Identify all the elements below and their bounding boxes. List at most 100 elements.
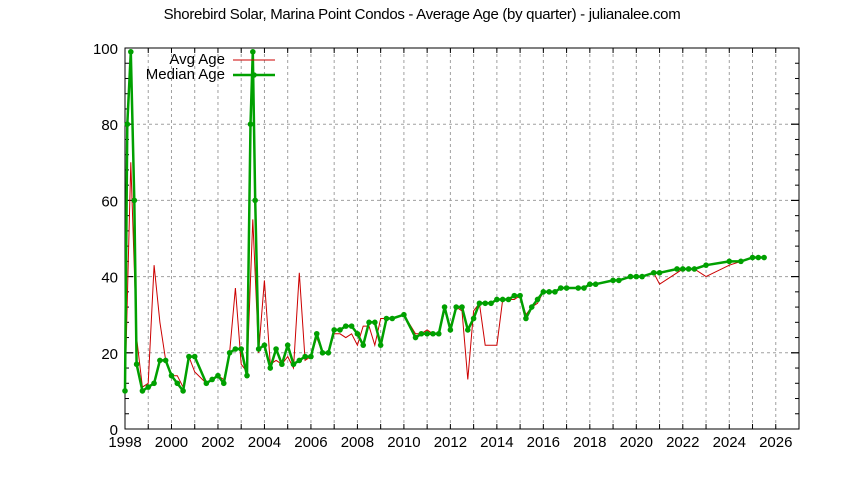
median-age-point	[674, 266, 680, 272]
median-age-point	[128, 49, 134, 55]
median-age-point	[755, 254, 762, 261]
median-age-point	[124, 121, 131, 127]
median-age-point	[534, 296, 541, 303]
x-tick-label: 2002	[201, 434, 234, 451]
x-tick-label: 2004	[248, 434, 281, 451]
x-tick-label: 2024	[713, 434, 746, 451]
median-age-point	[209, 376, 215, 383]
median-age-point	[139, 388, 146, 394]
median-age-point	[639, 273, 645, 280]
median-age-point	[313, 330, 320, 337]
median-age-point	[252, 197, 258, 204]
x-axis-ticks: 1998 2000 2002 2004 2006 2008 2010 2012 2014 2016…	[108, 48, 800, 451]
median-age-point	[151, 380, 157, 387]
median-age-point	[482, 300, 489, 307]
median-age-point	[546, 289, 552, 295]
median-age-point	[412, 334, 419, 341]
median-age-point	[186, 353, 192, 360]
median-age-point	[523, 315, 529, 322]
median-age-point	[441, 304, 448, 310]
median-age-point	[685, 266, 692, 272]
median-age-point	[563, 285, 570, 291]
median-age-point	[354, 330, 361, 337]
median-age-point	[255, 346, 262, 352]
median-age-point	[244, 372, 250, 379]
median-age-point	[319, 350, 326, 356]
legend-median-label: Median Age	[146, 66, 225, 83]
median-age-point	[250, 49, 256, 55]
median-age-point	[401, 311, 407, 318]
median-age-point	[238, 346, 245, 352]
median-age-point	[383, 315, 390, 322]
median-age-point	[435, 330, 442, 337]
median-age-point	[215, 372, 221, 379]
x-tick-label: 2000	[155, 434, 188, 451]
legend-median-marker	[251, 72, 257, 78]
legend-avg-label: Avg Age	[169, 51, 225, 68]
x-tick-label: 2022	[666, 434, 699, 451]
x-tick-label: 2008	[341, 434, 374, 451]
gridlines	[125, 48, 799, 429]
median-age-point	[650, 269, 657, 276]
median-age-point	[261, 342, 268, 348]
y-tick-label: 80	[101, 117, 118, 134]
median-age-point	[267, 365, 274, 371]
median-age-point	[528, 304, 535, 310]
x-tick-label: 2012	[434, 434, 467, 451]
x-tick-label: 1998	[108, 434, 141, 451]
median-age-point	[372, 319, 378, 326]
median-age-point	[505, 296, 512, 303]
median-age-point	[488, 300, 494, 307]
median-age-point	[232, 346, 239, 352]
median-age-point	[131, 197, 138, 204]
median-age-point	[465, 327, 471, 333]
median-age-point	[279, 361, 285, 368]
median-age-point	[470, 315, 477, 322]
median-age-point	[366, 319, 372, 326]
median-age-point	[453, 304, 459, 310]
median-age-point	[627, 273, 634, 280]
median-age-point	[308, 353, 314, 360]
x-tick-label: 2026	[759, 434, 792, 451]
median-age-point	[738, 258, 744, 265]
median-age-point	[342, 323, 349, 329]
x-tick-label: 2010	[387, 434, 420, 451]
median-age-point	[168, 372, 175, 379]
median-age-point	[180, 388, 186, 394]
median-age-point	[247, 121, 254, 127]
median-age-point	[337, 327, 343, 333]
x-tick-label: 2016	[527, 434, 560, 451]
median-age-line	[123, 50, 765, 393]
median-age-point	[430, 330, 436, 337]
median-age-point	[540, 289, 547, 295]
median-age-point	[220, 380, 227, 387]
median-age-point	[157, 357, 163, 364]
y-axis-ticks: 0 20 40 60 80 100	[93, 41, 799, 439]
median-age-point	[557, 285, 564, 291]
median-age-point	[145, 384, 152, 390]
median-age-point	[325, 350, 332, 356]
legend: Avg Age Median Age	[146, 51, 275, 83]
median-age-point	[331, 327, 337, 333]
median-age-point	[581, 285, 587, 291]
median-age-point	[459, 304, 465, 310]
median-age-point	[552, 289, 558, 295]
median-age-point	[656, 269, 663, 276]
median-age-point	[133, 361, 140, 368]
median-age-point	[284, 342, 291, 348]
median-age-point	[302, 353, 308, 360]
median-age-point	[761, 254, 767, 261]
y-tick-label: 40	[101, 270, 118, 287]
x-tick-label: 2014	[480, 434, 513, 451]
median-age-point	[122, 388, 128, 394]
chart-title: Shorebird Solar, Marina Point Condos - A…	[163, 6, 681, 23]
plot-border	[124, 47, 800, 430]
median-age-point	[610, 277, 616, 284]
median-age-point	[273, 346, 279, 352]
median-age-point	[616, 277, 622, 284]
median-age-point	[389, 315, 396, 322]
y-tick-label: 60	[101, 193, 118, 210]
median-age-point	[691, 266, 698, 272]
median-age-point	[203, 380, 210, 387]
median-age-point	[703, 262, 709, 268]
